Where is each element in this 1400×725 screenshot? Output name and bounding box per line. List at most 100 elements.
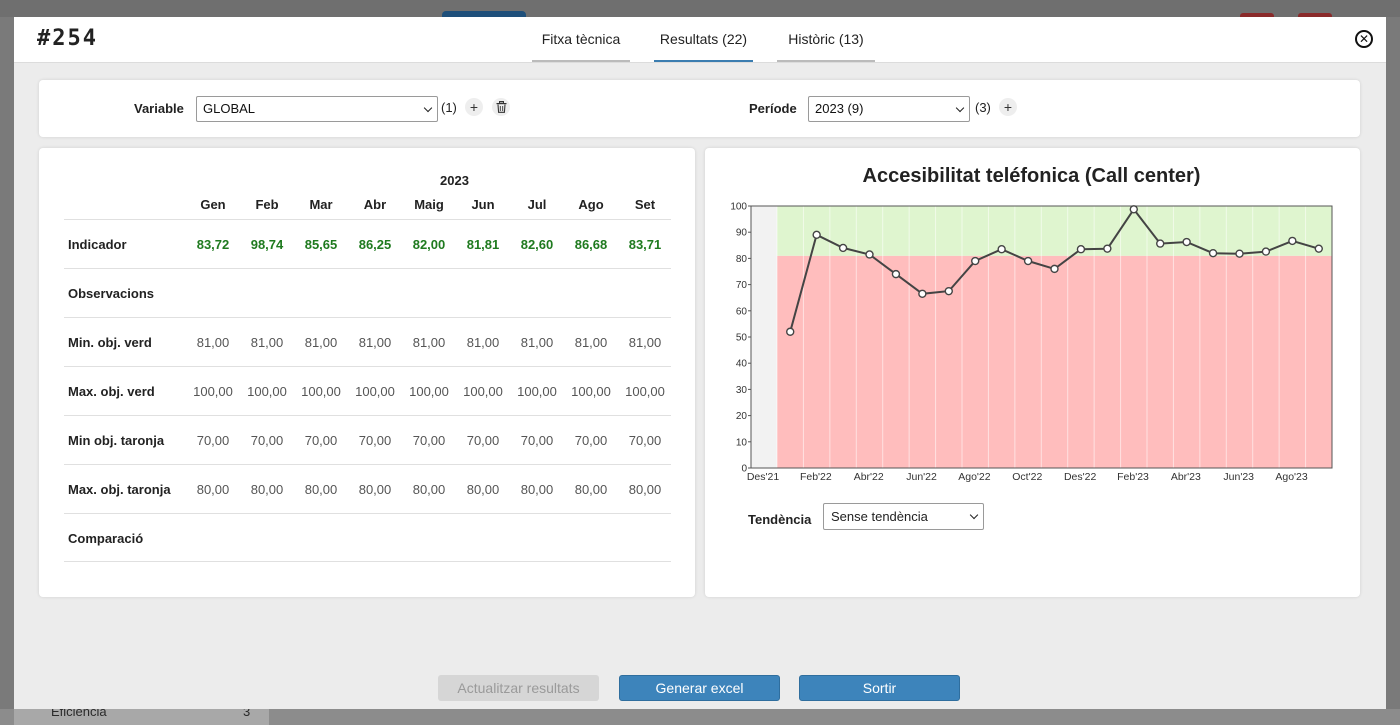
table-cell: 100,00	[625, 384, 665, 399]
x-tick-label: Des'21	[747, 471, 780, 483]
y-tick-label: 100	[730, 202, 747, 213]
x-tick-label: Abr'23	[1171, 471, 1201, 483]
add-periode-button[interactable]: +	[999, 98, 1017, 116]
table-cell: 100,00	[571, 384, 611, 399]
table-cell: 80,00	[250, 482, 284, 497]
y-tick-label: 0	[741, 464, 747, 475]
table-cell: 81,00	[358, 335, 392, 350]
row-label: Comparació	[68, 531, 144, 546]
table-cell: 80,00	[412, 482, 446, 497]
row-label: Max. obj. taronja	[68, 482, 171, 497]
chevron-down-icon	[423, 103, 433, 113]
table-row: Max. obj. taronja 80,00 80,00 80,00 80,00 80,…	[64, 464, 671, 513]
data-point	[971, 256, 980, 266]
chart-band	[777, 206, 1332, 256]
table-cell: 70,00	[520, 433, 554, 448]
variable-select-value: GLOBAL	[203, 101, 256, 116]
table-row: Indicador 83,72 98,74 85,65 86,25 82,00 81,81 8…	[64, 219, 671, 268]
results-line-chart: Accesibilitat teléfonica (Call center) 0 1…	[730, 165, 1333, 483]
close-icon[interactable]: ✕	[1355, 30, 1373, 48]
table-cell: 100,00	[463, 384, 503, 399]
table-row: Min obj. taronja 70,00 70,00 70,00 70,00 70,0…	[64, 415, 671, 464]
data-point	[918, 289, 927, 298]
table-cell: 81,00	[520, 335, 554, 350]
table-cell: 80,00	[628, 482, 662, 497]
chevron-down-icon	[969, 510, 979, 520]
periode-count: (3)	[975, 100, 991, 115]
generate-excel-button[interactable]: Generar excel	[619, 675, 780, 701]
row-label: Observacions	[68, 286, 154, 301]
table-cell: 83,71	[628, 237, 662, 252]
y-tick-label: 70	[736, 280, 748, 291]
table-cell: 86,68	[574, 237, 608, 252]
table-cell: 83,72	[196, 237, 230, 252]
table-cell: 80,00	[358, 482, 392, 497]
table-cell: 80,00	[574, 482, 608, 497]
data-point	[1208, 248, 1218, 258]
exit-button[interactable]: Sortir	[799, 675, 960, 701]
table-cell: 81,00	[250, 335, 284, 350]
periode-label: Període	[749, 101, 797, 116]
data-point	[786, 327, 795, 336]
table-cell: 80,00	[304, 482, 338, 497]
data-point	[865, 250, 874, 259]
data-point	[1129, 205, 1138, 214]
month-header: Ago	[578, 197, 604, 212]
table-cell: 81,00	[574, 335, 608, 350]
add-variable-button[interactable]: +	[465, 98, 483, 116]
periode-select[interactable]: 2023 (9)	[808, 96, 970, 122]
table-cell: 81,00	[628, 335, 662, 350]
trend-select[interactable]: Sense tendència	[823, 503, 984, 530]
chart-empty-region	[751, 206, 777, 468]
tab-historic[interactable]: Històric (13)	[777, 17, 875, 62]
modal-id: #254	[37, 26, 98, 51]
data-point	[1314, 244, 1323, 253]
update-results-button[interactable]: Actualitzar resultats	[438, 675, 599, 701]
background-page-top	[0, 0, 1400, 17]
x-tick-label: Des'22	[1064, 471, 1097, 483]
trend-label: Tendència	[748, 512, 812, 527]
table-cell: 81,00	[196, 335, 230, 350]
x-tick-label: Feb'22	[800, 471, 832, 483]
trash-icon	[496, 101, 506, 113]
x-tick-label: Jun'22	[906, 471, 937, 483]
variable-select[interactable]: GLOBAL	[196, 96, 438, 122]
data-point	[944, 286, 953, 296]
data-point	[1235, 249, 1244, 258]
x-tick-label: Feb'23	[1117, 471, 1149, 483]
table-cell: 85,65	[304, 237, 338, 252]
tab-resultats[interactable]: Resultats (22)	[654, 17, 753, 62]
filter-bar: Variable GLOBAL (1) + Període 2023 (9) (…	[39, 80, 1360, 137]
y-tick-label: 80	[736, 254, 748, 265]
table-cell: 70,00	[412, 433, 446, 448]
table-cell: 70,00	[466, 433, 500, 448]
table-cell: 86,25	[358, 237, 392, 252]
table-cell: 80,00	[520, 482, 554, 497]
data-point	[1288, 236, 1297, 246]
table-cell: 80,00	[196, 482, 230, 497]
periode-select-value: 2023 (9)	[815, 101, 864, 116]
table-cell: 100,00	[355, 384, 395, 399]
table-cell: 82,00	[412, 237, 446, 252]
modal-header: #254 Fitxa tècnica Resultats (22) Històr…	[14, 17, 1386, 63]
background-row-value: 3	[243, 704, 251, 719]
table-cell: 70,00	[250, 433, 284, 448]
table-cell: 100,00	[247, 384, 287, 399]
month-header: Set	[634, 197, 656, 212]
month-header: Jun	[471, 197, 495, 212]
table-cell: 70,00	[196, 433, 230, 448]
trend-select-value: Sense tendència	[831, 509, 928, 524]
table-cell: 100,00	[301, 384, 341, 399]
data-point	[812, 230, 821, 240]
variable-label: Variable	[134, 101, 184, 116]
row-label: Min obj. taronja	[68, 433, 165, 448]
table-cell: 70,00	[574, 433, 608, 448]
tab-fitxa-tecnica[interactable]: Fitxa tècnica	[532, 17, 630, 62]
delete-variable-button[interactable]	[492, 98, 510, 116]
table-cell: 70,00	[358, 433, 392, 448]
table-row: Min. obj. verd 81,00 81,00 81,00 81,00 81,00 8…	[64, 317, 671, 366]
table-cell: 98,74	[250, 237, 284, 252]
x-tick-label: Jun'23	[1223, 471, 1254, 483]
data-point	[997, 245, 1006, 254]
table-cell: 100,00	[517, 384, 557, 399]
